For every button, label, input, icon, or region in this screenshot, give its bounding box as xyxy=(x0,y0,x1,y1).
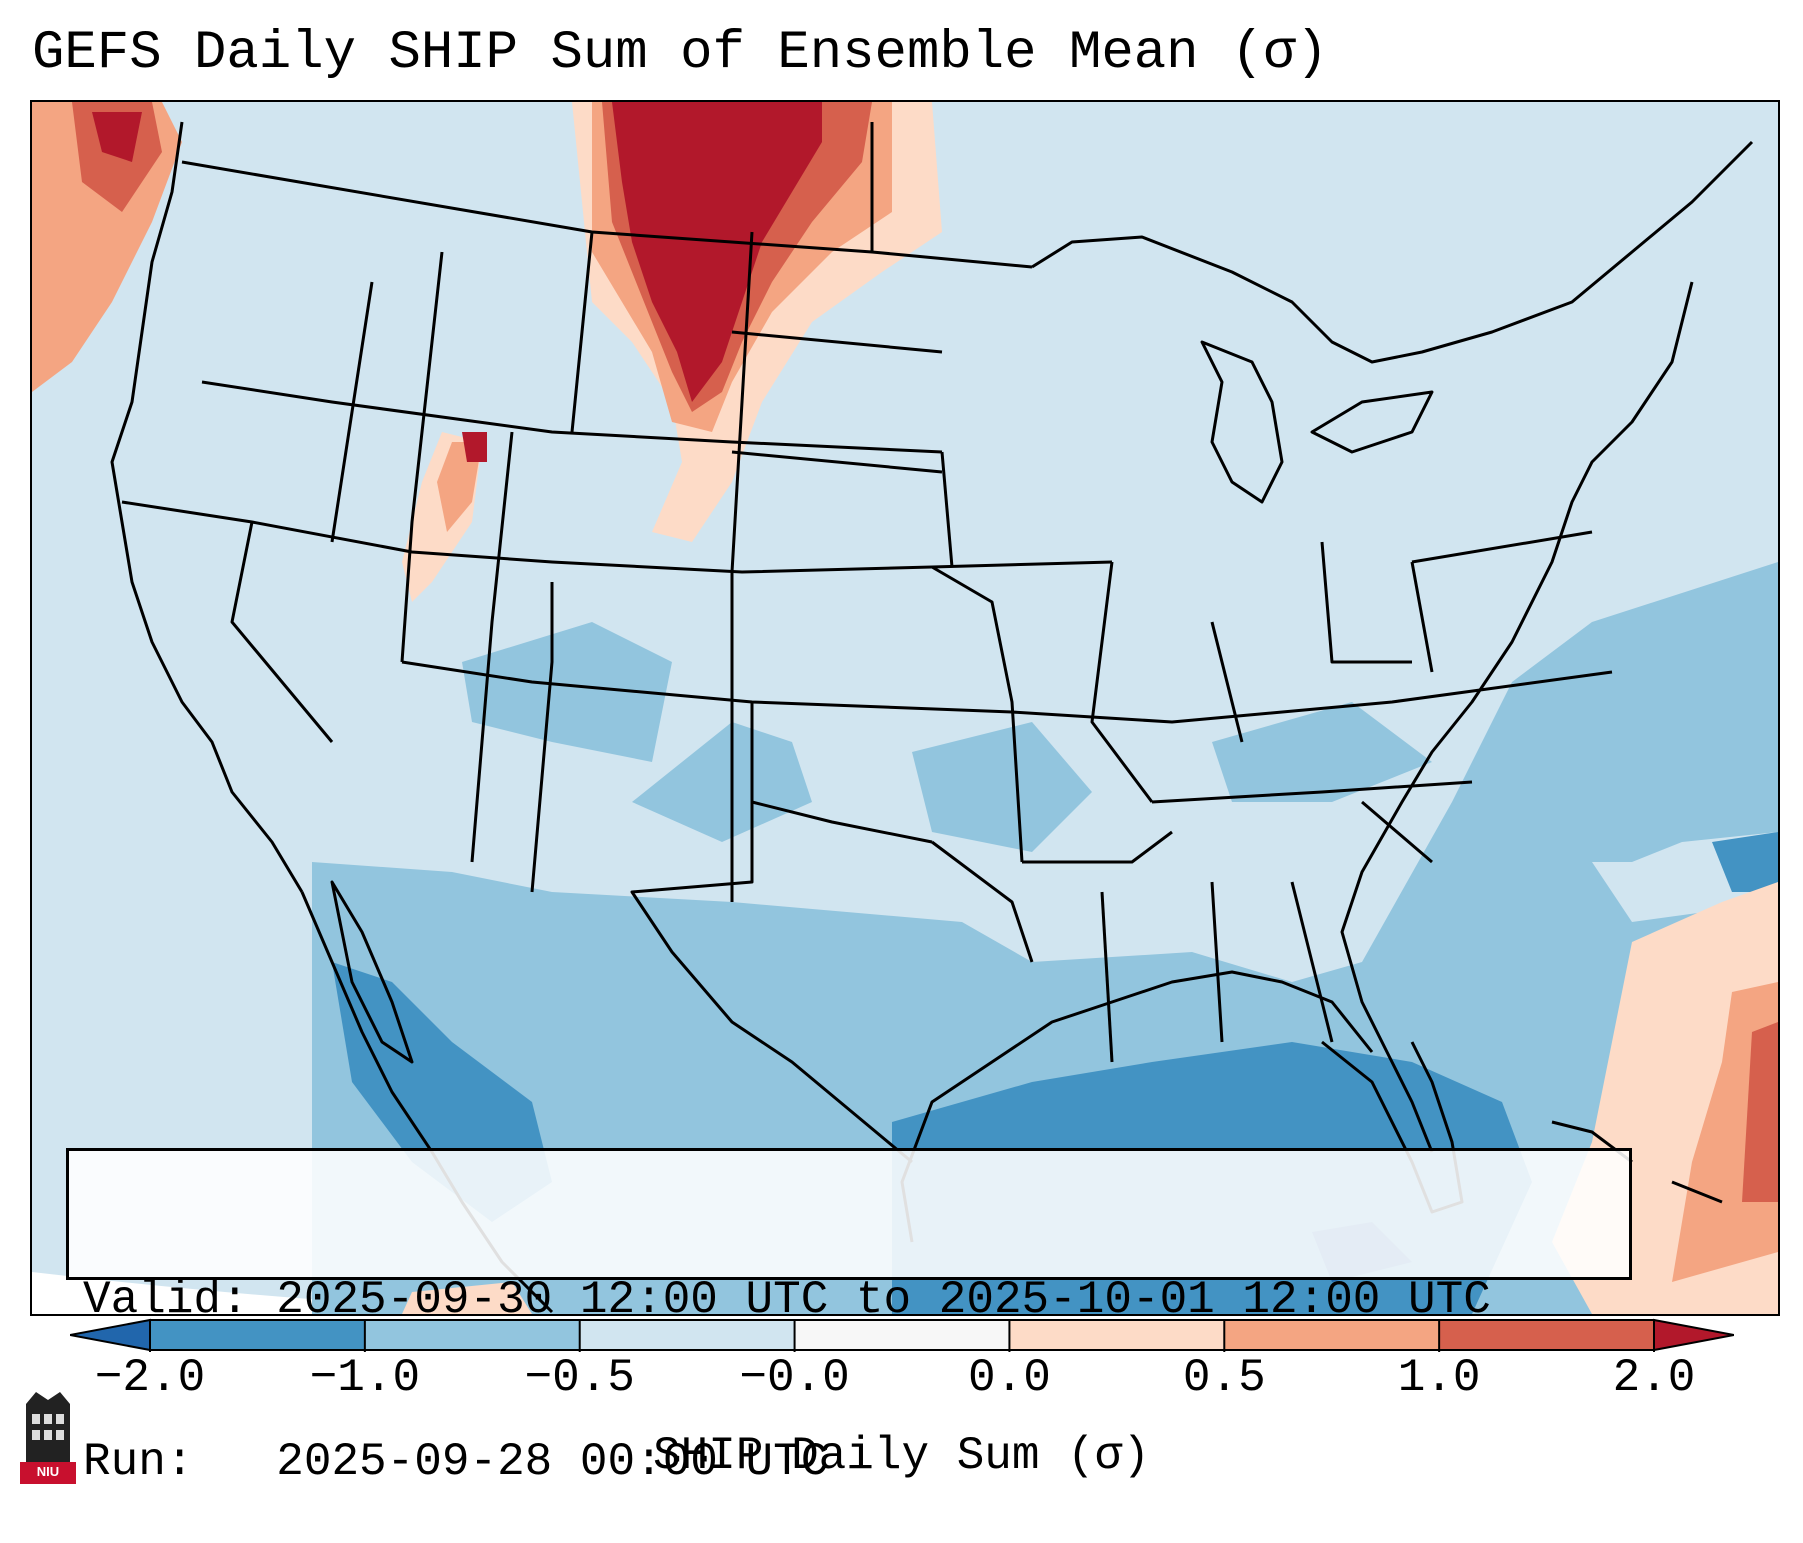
colorbar-segment xyxy=(1009,1320,1225,1350)
colorbar-tick-label: 0.0 xyxy=(968,1352,1051,1404)
colorbar xyxy=(70,1318,1734,1352)
map-panel xyxy=(30,100,1780,1316)
university-building-icon: NIU xyxy=(20,1392,76,1497)
colorbar-extend-low xyxy=(70,1318,151,1352)
valid-time-text: Valid: 2025-09-30 12:00 UTC to 2025-10-0… xyxy=(83,1274,1491,1326)
colorbar-tick-label: 0.5 xyxy=(1182,1352,1266,1404)
colorbar-tick-label: −1.0 xyxy=(309,1352,421,1404)
us-states-outline-icon xyxy=(32,102,1778,1314)
colorbar-segment xyxy=(794,1320,1010,1350)
map-title: GEFS Daily SHIP Sum of Ensemble Mean (σ) xyxy=(32,23,1329,84)
colorbar-tick-label: −0.0 xyxy=(739,1352,850,1404)
colorbar-tick-label: 2.0 xyxy=(1612,1352,1696,1404)
colorbar-segment xyxy=(1224,1320,1440,1350)
logo-text: NIU xyxy=(36,1464,60,1479)
colorbar-tick-label: −0.5 xyxy=(524,1352,635,1404)
run-time-text: Run: 2025-09-28 00:00 UTC xyxy=(83,1436,829,1488)
colorbar-label: SHIP Daily Sum (σ) xyxy=(653,1430,1150,1482)
colorbar-segment xyxy=(1439,1320,1655,1350)
validity-info-box: Valid: 2025-09-30 12:00 UTC to 2025-10-0… xyxy=(66,1148,1632,1488)
colorbar-tick-label: 1.0 xyxy=(1397,1352,1481,1404)
colorbar-segment xyxy=(579,1320,796,1350)
colorbar-tick-labels: −2.0 −1.0 −0.5 −0.0 0.0 0.5 1.0 2.0 xyxy=(0,1352,1803,1412)
colorbar-segment xyxy=(364,1320,581,1350)
colorbar-extend-high xyxy=(1653,1318,1734,1352)
colorbar-segment xyxy=(150,1320,366,1350)
colorbar-tick-label: −2.0 xyxy=(94,1352,206,1404)
colorbar-segments xyxy=(150,1320,1655,1350)
